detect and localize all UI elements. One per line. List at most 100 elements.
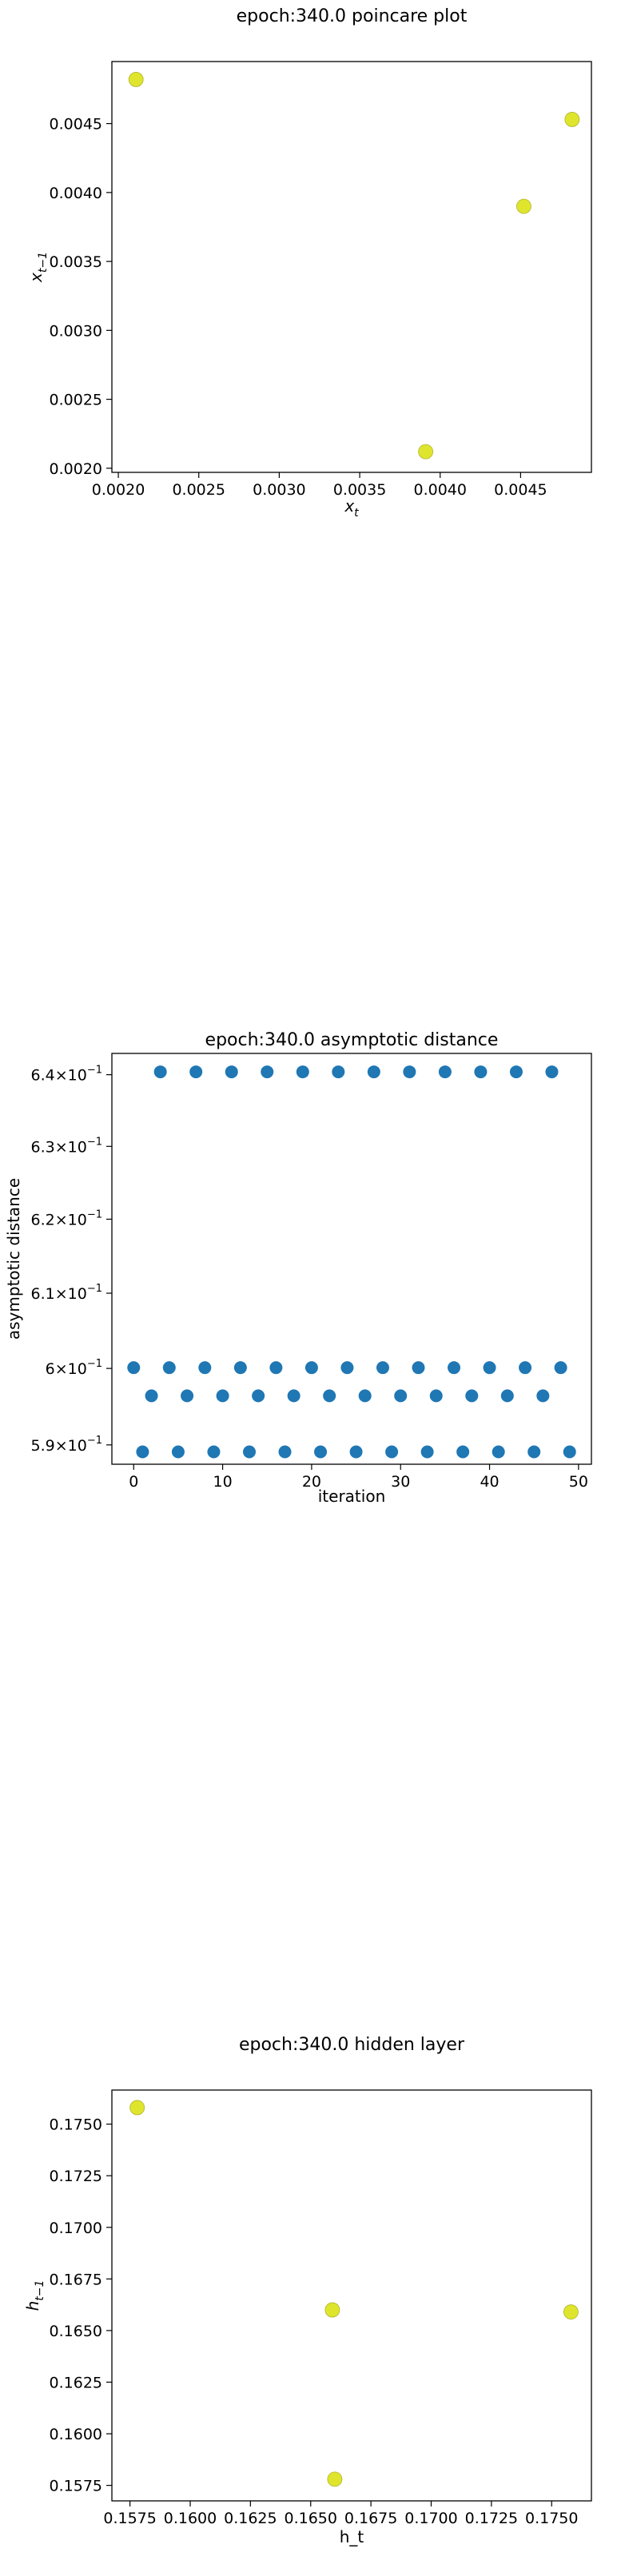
- y-tick-label: 6.4×10−1: [31, 1065, 103, 1085]
- x-tick-label: 30: [391, 1473, 410, 1491]
- data-point-34: [429, 1389, 443, 1403]
- plot-area: [129, 2100, 579, 2487]
- x-axis-ticks: 0 10 20 30 40 50: [129, 1464, 588, 1491]
- y-tick-label: 0.0040: [50, 185, 102, 202]
- x-tick-label: 0.0030: [253, 481, 305, 499]
- y-tick-label: 0.1675: [50, 2271, 102, 2288]
- data-point-24: [340, 1361, 354, 1375]
- data-point-38: [465, 1389, 479, 1403]
- x-axis-label-sub: t: [354, 507, 359, 520]
- axes-frame: [111, 1053, 592, 1465]
- x-axis-label: iteration: [318, 1487, 386, 1506]
- data-point-3: [564, 112, 580, 127]
- y-tick-label: 0.1725: [50, 2168, 102, 2185]
- data-point-10: [216, 1389, 229, 1403]
- data-point-19: [296, 1065, 309, 1079]
- y-tick-label: 0.0025: [50, 392, 102, 409]
- x-axis-ticks: 0.1575 0.1600 0.1625 0.1650 0.1675 0.1700 0.17…: [103, 2501, 578, 2527]
- x-tick-label: 0.1750: [525, 2510, 578, 2527]
- chart-title: epoch:340.0 hidden layer: [239, 2035, 465, 2055]
- data-point-16: [269, 1361, 283, 1375]
- x-tick-label: 0.0040: [413, 481, 466, 499]
- data-point-36: [448, 1361, 461, 1375]
- y-tick-label: 0.1700: [50, 2220, 102, 2237]
- data-point-3: [153, 1065, 167, 1079]
- data-point-17: [278, 1445, 292, 1459]
- x-tick-label: 50: [569, 1473, 588, 1491]
- y-tick-label: 5.9×10−1: [31, 1435, 103, 1455]
- data-point-37: [456, 1445, 470, 1459]
- x-tick-label: 0.1625: [224, 2510, 277, 2527]
- data-point-9: [207, 1445, 221, 1459]
- y-axis-label-sub: t−1: [34, 2280, 46, 2301]
- y-tick-label: 0.1750: [50, 2116, 102, 2134]
- y-tick-label: 6×10−1: [46, 1358, 102, 1378]
- y-tick-label: 6.2×10−1: [31, 1208, 103, 1228]
- y-tick-label: 6.3×10−1: [31, 1136, 103, 1156]
- y-axis-label-sub: t−1: [37, 252, 50, 273]
- data-point-21: [314, 1445, 328, 1459]
- data-point-33: [420, 1445, 434, 1459]
- data-point-20: [305, 1361, 318, 1375]
- x-tick-label: 0.0025: [172, 481, 225, 499]
- y-axis-label: asymptotic distance: [4, 1178, 23, 1340]
- x-tick-label: 0.1675: [344, 2510, 397, 2527]
- data-point-13: [242, 1445, 256, 1459]
- data-point-41: [492, 1445, 505, 1459]
- data-point-12: [233, 1361, 247, 1375]
- x-axis-ticks: 0.0020 0.0025 0.0030 0.0035 0.0040 0.0045: [92, 472, 547, 499]
- data-point-44: [519, 1361, 532, 1375]
- x-axis-label-main: x: [344, 496, 354, 516]
- y-axis-ticks: 0.1575 0.1600 0.1625 0.1650 0.1675 0.1700 0.17…: [50, 2116, 112, 2495]
- x-tick-label: 0.0035: [333, 481, 386, 499]
- data-point-31: [403, 1065, 416, 1079]
- x-tick-label: 0.1725: [465, 2510, 518, 2527]
- data-point-0: [127, 1361, 141, 1375]
- y-axis-ticks: 0.0020 0.0025 0.0030 0.0035 0.0040 0.0045: [50, 116, 112, 478]
- x-tick-label: 20: [302, 1473, 321, 1491]
- data-point-23: [332, 1065, 345, 1079]
- x-tick-label: 0.0045: [494, 481, 547, 499]
- data-point-1: [324, 2302, 340, 2318]
- y-axis-label: ht−1: [23, 2280, 46, 2311]
- data-point-8: [198, 1361, 212, 1375]
- data-point-1: [136, 1445, 149, 1459]
- data-point-29: [385, 1445, 399, 1459]
- x-tick-label: 0: [129, 1473, 138, 1491]
- y-tick-label: 0.0030: [50, 322, 102, 340]
- data-point-46: [536, 1389, 550, 1403]
- x-axis-label: xt: [344, 496, 359, 520]
- plot-area: [128, 72, 580, 460]
- x-tick-label: 40: [480, 1473, 499, 1491]
- data-point-11: [225, 1065, 238, 1079]
- plot-area: [127, 1065, 576, 1459]
- axes-frame: [111, 61, 592, 473]
- y-tick-label: 0.1575: [50, 2478, 102, 2495]
- hidden-layer-chart: epoch:340.0 hidden layer 0.1575 0.1600 0.1…: [23, 2035, 592, 2546]
- data-point-2: [145, 1389, 158, 1403]
- data-point-42: [500, 1389, 514, 1403]
- data-point-5: [171, 1445, 185, 1459]
- data-point-3: [563, 2304, 579, 2320]
- data-point-26: [358, 1389, 372, 1403]
- data-point-1: [418, 444, 434, 460]
- x-tick-label: 0.1575: [103, 2510, 156, 2527]
- x-tick-label: 10: [213, 1473, 232, 1491]
- x-tick-label: 0.1600: [164, 2510, 217, 2527]
- data-point-2: [516, 198, 531, 214]
- y-tick-label: 0.0045: [50, 116, 102, 133]
- y-tick-label: 0.0035: [50, 253, 102, 271]
- data-point-14: [252, 1389, 265, 1403]
- data-point-7: [189, 1065, 203, 1079]
- axes-frame: [111, 2089, 592, 2502]
- data-point-15: [261, 1065, 274, 1079]
- x-tick-label: 0.1650: [285, 2510, 337, 2527]
- data-point-18: [287, 1389, 301, 1403]
- data-point-32: [412, 1361, 425, 1375]
- y-axis-label: xt−1: [26, 252, 50, 283]
- data-point-0: [129, 2100, 145, 2116]
- chart-title: epoch:340.0 asymptotic distance: [205, 1030, 499, 1050]
- y-tick-label: 0.1625: [50, 2374, 102, 2391]
- data-point-2: [327, 2471, 343, 2487]
- poincare-plot-chart: epoch:340.0 poincare plot 0.0020 0.0025 0.…: [26, 6, 592, 520]
